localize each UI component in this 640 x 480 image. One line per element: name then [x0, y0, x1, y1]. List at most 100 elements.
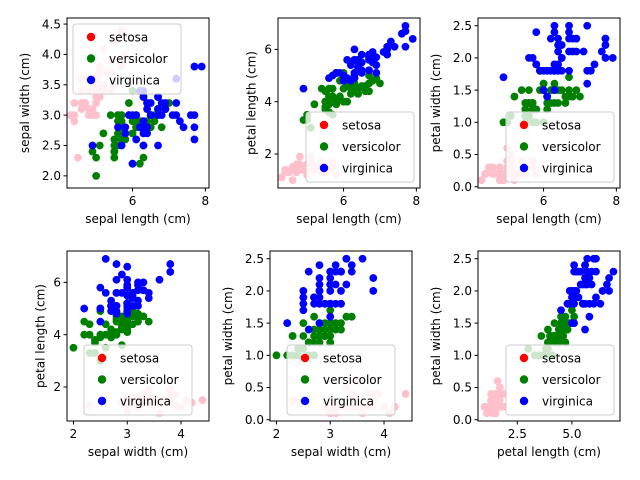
- point-versicolor: [517, 86, 526, 95]
- point-virginica: [96, 283, 105, 292]
- point-virginica: [365, 66, 373, 75]
- legend-label-setosa: setosa: [542, 352, 581, 366]
- point-versicolor: [326, 338, 335, 347]
- point-virginica: [568, 293, 576, 302]
- legend-label-virginica: virginica: [120, 395, 171, 409]
- point-virginica: [315, 287, 324, 295]
- point-setosa: [499, 176, 508, 185]
- point-virginica: [325, 74, 333, 83]
- point-setosa: [92, 99, 101, 107]
- legend-marker-setosa: [86, 32, 96, 42]
- y-tick-label: 2.5: [453, 252, 472, 266]
- x-tick-label: 5.0: [562, 427, 581, 441]
- point-virginica: [532, 60, 541, 69]
- legend-box: [286, 344, 396, 416]
- point-virginica: [601, 54, 610, 62]
- point-virginica: [175, 117, 184, 126]
- point-virginica: [550, 60, 559, 69]
- point-virginica: [539, 86, 548, 95]
- legend-marker-virginica: [519, 396, 529, 406]
- subplot-6: 2.5 5.0 0.0 0.5 1.0 1.5 2.0 2.5 petal length (cm…: [429, 250, 621, 459]
- point-virginica: [80, 304, 89, 313]
- point-virginica: [372, 61, 381, 69]
- point-virginica: [326, 312, 335, 321]
- point-versicolor: [310, 100, 319, 109]
- point-virginica: [583, 79, 592, 88]
- point-setosa: [92, 93, 101, 101]
- point-versicolor: [337, 319, 345, 328]
- point-virginica: [172, 99, 181, 107]
- legend-marker-setosa: [519, 120, 529, 130]
- point-virginica: [347, 267, 356, 276]
- point-virginica: [347, 261, 356, 270]
- point-virginica: [139, 129, 148, 138]
- point-versicolor: [114, 129, 122, 138]
- point-versicolor: [576, 92, 584, 101]
- point-setosa: [84, 111, 93, 120]
- point-virginica: [117, 141, 126, 150]
- point-virginica: [283, 319, 292, 328]
- point-versicolor: [320, 332, 329, 340]
- point-versicolor: [321, 105, 330, 114]
- subplot-3: 6 8 0.0 0.5 1.0 1.5 2.0 2.5 sepal length (cm) pet…: [429, 17, 621, 226]
- point-virginica: [337, 287, 345, 295]
- legend: setosa versicolor virginica: [505, 111, 615, 183]
- point-versicolor: [539, 79, 548, 88]
- point-virginica: [587, 267, 596, 276]
- point-virginica: [565, 34, 573, 43]
- point-virginica: [154, 93, 162, 101]
- point-virginica: [401, 42, 410, 51]
- point-setosa: [88, 105, 97, 113]
- point-virginica: [139, 123, 148, 132]
- x-tick-label: 4: [177, 427, 185, 441]
- point-virginica: [565, 28, 573, 37]
- y-tick-label: 2.0: [245, 284, 264, 298]
- point-virginica: [601, 34, 610, 43]
- point-virginica: [346, 61, 355, 69]
- point-versicolor: [326, 306, 335, 315]
- point-versicolor: [315, 332, 324, 340]
- point-virginica: [576, 280, 585, 289]
- y-tick-label: 2: [264, 147, 272, 161]
- point-setosa: [295, 165, 304, 174]
- point-setosa: [481, 169, 490, 178]
- point-versicolor: [117, 117, 126, 126]
- legend: setosa versicolor virginica: [72, 23, 182, 95]
- x-tick-label: 2: [70, 427, 78, 441]
- point-versicolor: [288, 332, 297, 340]
- point-virginica: [592, 293, 600, 302]
- point-virginica: [543, 92, 552, 101]
- legend-label-versicolor: versicolor: [542, 373, 601, 387]
- point-virginica: [358, 254, 367, 263]
- y-tick-label: 4.5: [42, 17, 61, 31]
- point-setosa: [495, 163, 504, 172]
- legend-marker-versicolor: [86, 54, 96, 63]
- point-virginica: [96, 304, 105, 313]
- point-virginica: [342, 280, 351, 289]
- point-setosa: [493, 377, 502, 385]
- axes-frame: [269, 250, 413, 422]
- point-versicolor: [85, 330, 94, 339]
- point-virginica: [608, 54, 617, 62]
- point-virginica: [326, 274, 335, 282]
- point-versicolor: [565, 73, 573, 82]
- point-virginica: [596, 299, 605, 308]
- y-tick-label: 6: [53, 276, 61, 290]
- point-versicolor: [544, 325, 552, 334]
- y-tick-label: 1.5: [245, 316, 264, 330]
- point-virginica: [112, 288, 121, 297]
- y-tick-label: 2.5: [453, 19, 472, 33]
- point-virginica: [357, 66, 366, 75]
- point-setosa: [491, 390, 500, 398]
- point-virginica: [139, 93, 148, 101]
- point-virginica: [550, 21, 559, 30]
- point-virginica: [123, 262, 132, 271]
- point-virginica: [579, 47, 588, 56]
- point-virginica: [601, 41, 610, 49]
- point-versicolor: [570, 312, 579, 321]
- point-virginica: [331, 267, 340, 276]
- point-versicolor: [110, 135, 119, 144]
- point-versicolor: [139, 153, 148, 162]
- point-virginica: [589, 299, 598, 308]
